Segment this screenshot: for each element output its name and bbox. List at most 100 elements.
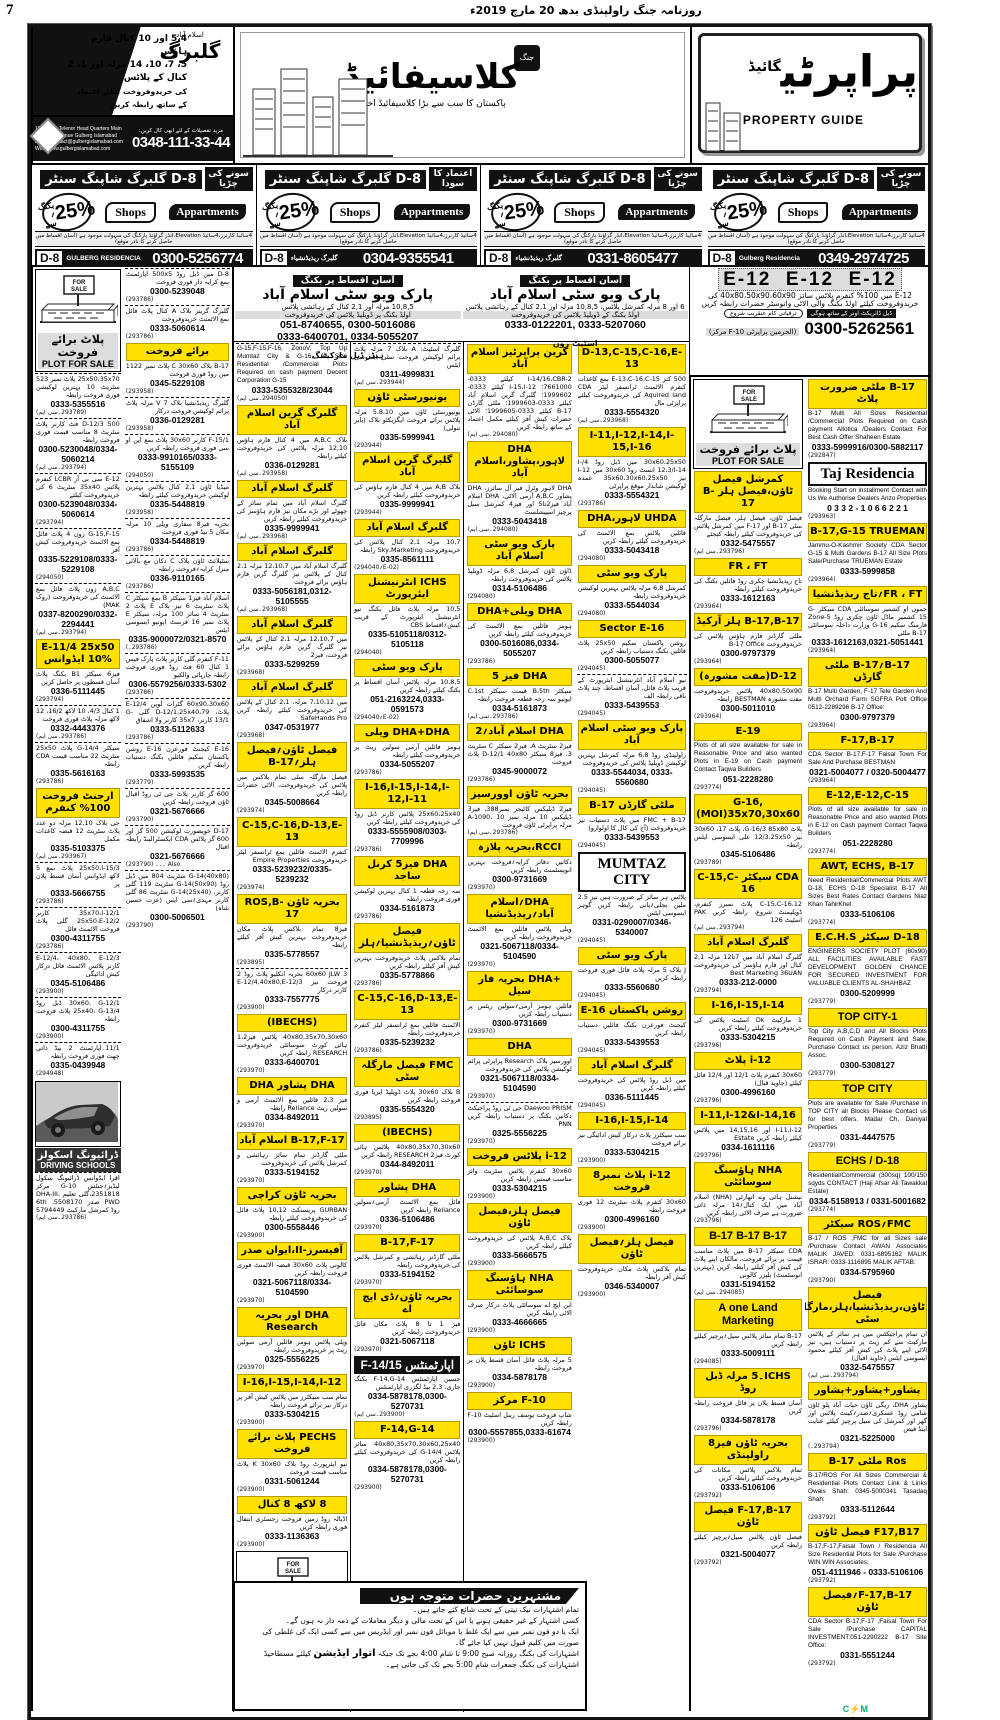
park-view-ads-row: آسان اقساط پر بکنگ پارک ویو سٹی اسلام آب…: [233, 267, 689, 360]
ad-phone: 0333-1136363: [264, 1531, 320, 1541]
ad-phone: 0335-5778557: [264, 949, 320, 959]
ad-header: DHA ویلی+DHA: [467, 603, 572, 621]
park-view-sizes: 6 اور 8 مرلہ کمرشل پلاٹس، 10,8,5 مرلہ او…: [465, 303, 685, 311]
classified-ad: فیصل ٹاؤن؍فیصل ہلز؍B-17 فیصل مارگلہ سٹی ت…: [236, 741, 348, 816]
ad-code: (293786): [36, 943, 64, 950]
ad-body: Jammu-O-Kashmir Society CDA Sector G-15 …: [808, 542, 927, 565]
ad-body: یونیورسٹی ٹاؤن میں 5،8،10 مرلہ پلاٹس برا…: [354, 408, 461, 432]
ad-code: (293786۔): [125, 644, 157, 651]
ad-phone: 0333-5999916/0300-5882117: [811, 442, 924, 452]
d8-gulberg-shopping-centre-ad: سونے کی چڑیا D-8 گلبرگ شاپنگ سنٹر Appart…: [31, 165, 256, 267]
e12-body: E-12 میں 100% کنفرم پلاٹس سائز 40x80،50x…: [701, 291, 919, 308]
ad-body: B-17 تمام سائز پلاٹس سیل؍پرچیز کیلئے راب…: [694, 1332, 802, 1348]
classified-ad: اقرا ایڈوانس ڈرائیونگ سکول لیڈیز؍جنٹس G-…: [35, 1172, 121, 1223]
ad-header: فیصل ہلز،فیصل ٹاؤن: [467, 1203, 572, 1233]
classified-ad: I-16,I-15,I-14 سب سیکٹرز پلاٹ درکار کیش ا…: [577, 1111, 687, 1166]
ad-body: 25x50،I-15/3 پلاٹ بمع 5 لاکھ ایڈوانس آسا…: [36, 864, 120, 888]
ad-phone: 0335-5105118/0312-5105118: [368, 629, 447, 649]
ad-code: (293786۔سی ایم): [36, 1214, 87, 1221]
ad-body: ان تمام پراجیکٹس میں ہر سائز کے پلاٹس ما…: [808, 1330, 927, 1362]
ad-code: (293786): [125, 734, 154, 741]
classified-ad: I-16,I-15,I-14 1 مارکیٹ Dk اسٹیٹ پلاٹس کی…: [693, 996, 803, 1051]
ad-header: I-16,I-15,I-14,I-12: [237, 1374, 348, 1392]
ad-phone: 0300-5239048: [149, 286, 205, 296]
ad-phone: 0333-5304215: [720, 1032, 776, 1042]
shops-label: Shops: [329, 201, 381, 223]
classified-ad: E-12 سی بی آر LCBR کنفرم پلاٹس 35x40 سٹر…: [35, 473, 121, 528]
ad-header: FMC؍ROS سیکٹر: [808, 1216, 927, 1234]
ad-header: E-12,E-12,C-15: [808, 787, 927, 805]
ad-phone: 0321-5676666: [149, 806, 205, 816]
ad-code: (293895): [354, 1114, 382, 1121]
classified-ad: CDA سیکٹر C-15,C-16 12،C-15،C-16 پلاٹ نمب…: [693, 868, 803, 933]
ad-phone: 0333-5666575: [492, 1250, 548, 1260]
classified-ad: فیصل ہلز،فیصل ٹاؤن بلاک A,B,C پلاٹس کی خر…: [466, 1202, 572, 1269]
svg-text:SALE: SALE: [741, 397, 757, 403]
ad-body: بلاک A,B,C پلاٹس کی خریدوفروخت کیلئے راب…: [467, 1234, 572, 1250]
ad-header: TOP CITY-1: [808, 1008, 927, 1027]
car-photo: [36, 1082, 118, 1142]
column-7: FOR SALE پلاٹ برائے فروخت PLOT FOR SALE کم…: [690, 377, 805, 1711]
ad-phone: 0334-5055207: [379, 759, 435, 769]
ad-phone: 051-2163224,0333-0591573: [370, 694, 445, 714]
classified-ad: A one Land Marketing B-17 تمام سائز پلاٹس…: [693, 1298, 803, 1367]
ad-code: (294080): [467, 593, 496, 600]
classified-ad: 600 گز کارنر پلاٹ جی ٹی روڈ اقبال ٹاؤن ف…: [124, 788, 230, 825]
ad-code: (E-02؍294040): [354, 714, 399, 721]
ad-phone: 0300-5308127: [840, 1060, 895, 1070]
ad-phone: 0335-5448819: [149, 499, 205, 509]
ad-header: F-17,B-17؍فیصل ٹاؤن: [808, 1587, 927, 1617]
ad-header: C-15,C-16,D-13,E-13: [354, 990, 461, 1020]
plot-for-sale-english: PLOT FOR SALE: [38, 359, 118, 369]
ad-phone: 0 3 3 2 - 1 0 6 6 2 2 1: [827, 503, 908, 513]
classified-ad: F-15/1 کارنر 30x60 پلاٹ بمع این او سی فو…: [124, 434, 230, 481]
ad-body: فیصل مارگلہ سٹی تمام بلاکس میں پلاٹس کی …: [237, 773, 348, 797]
ad-body: FMC + B-17 میں پلاٹ دستیاب نیز خریدوفروخ…: [577, 816, 686, 832]
park-view-sizes: 10,8,5 مرلہ اور 2,1 کنال کے رہائشی پلاٹس: [281, 303, 414, 311]
classified-ad: FR ، FT؍تاج ریذیڈنشیا جموں او کشمیر سوسائ…: [807, 585, 928, 656]
ad-code: (293970): [467, 961, 496, 968]
ad-header: فیصل ٹاؤن؍ریذیڈنشیا؍ہلز: [354, 923, 461, 953]
d8-title: D-8 گلبرگ شاپنگ سنٹر: [489, 169, 651, 189]
classified-ad: B-17 B-17 B-17 CDA سیکٹر B-17 میں پلاٹ من…: [693, 1226, 803, 1298]
classified-ad: F17,B17 فیصل ٹاؤن B-17,F-17,Faisal Town /…: [807, 1523, 928, 1586]
masthead-band: اسلام آباد گلبرگ 5،4 اور 10 کنال فارم ہا…: [29, 27, 928, 165]
park-view-note: اولڈ بکنگ کے ڈویلپڈ پلاٹس کی خریدوفروخت: [462, 311, 688, 319]
ad-phone: 0334-5158913 / 0331-5001682: [809, 1196, 926, 1206]
ad-phone: 0346-5340007: [604, 1281, 660, 1291]
gulberg-address: 16-A Near Telenor Head Quarters Main Bus…: [35, 126, 122, 139]
ad-body: 10,8,5 مرلہ پلاٹس آسان اقساط پر بکنگ کیل…: [354, 678, 461, 694]
ad-code: (293968۔سی ایم): [237, 606, 288, 613]
classified-ad: 60x90،30x60 گٹرات لوین E-12/4 پلاٹ، D-12…: [124, 698, 230, 743]
discount-circle: 25% بکنگ ؍ سے: [37, 189, 96, 235]
ad-header: B-17,F-17: [354, 1234, 461, 1252]
ad-header: CDA سیکٹر C-15,C-16: [694, 869, 802, 899]
ad-header: پارک ویو سٹی: [354, 659, 461, 677]
ad-phone: 0333-5993535: [149, 769, 205, 779]
ad-body: 40x80,35x70,30x60 پلاٹس ہائی کورٹ فیز2 R…: [354, 1143, 461, 1159]
e12-plots-ad: E-12 E-12 E-12 E-12 میں 100% کنفرم پلاٹس…: [690, 267, 930, 377]
ad-code: (293794): [36, 696, 64, 703]
ad-code: (293970): [467, 1093, 496, 1100]
ad-header: گلبرگ اسلام آباد: [237, 543, 348, 561]
ad-phone: 0333-1612163: [720, 593, 776, 603]
ad-body: کنفرم الاٹمنٹ فائلیں بمع ٹرانسفر لیٹر خر…: [237, 848, 348, 864]
ad-header: پارک ویو سٹی: [577, 947, 686, 965]
ad-code: (293970): [467, 1028, 496, 1035]
ad-body: CDA Sector B-17,F-17 Faisal Town For Sal…: [808, 751, 927, 766]
gulberg-masthead-ad: اسلام آباد گلبرگ 5،4 اور 10 کنال فارم ہا…: [29, 27, 235, 163]
ad-body: میڈیا ٹاؤن 2,1 کنال پلاٹس بہترین لوکیشن …: [125, 483, 230, 499]
classified-ad: FMC؍ROS سیکٹر B-17 / ROS ,FMC for all Siz…: [807, 1215, 928, 1286]
ad-code: (293774): [808, 848, 836, 855]
classified-ad: I-16,I-15,I-14,I-12 تمام سب سیکٹرز میں پل…: [236, 1373, 348, 1428]
classified-ad: گلبرگ اسلام آباد مین ڈبل روڈ پلاٹس کی خری…: [577, 1056, 687, 1111]
ad-phone: 0345-5106486: [720, 849, 776, 859]
classified-ad: UHDA لاہور،DHA فائلیں پلاٹس بمع الاٹمنٹ ک…: [577, 509, 687, 564]
classified-ad: گرین پراپرٹیز اسلام آباد I-14/16،CBR-2 کی…: [466, 343, 572, 440]
ad-header: 8 لاکھ 8 کنال: [237, 1496, 348, 1514]
ad-body: روشن پاکستان سکیم 25x50 پلاٹ فائلیں بکنگ…: [577, 639, 686, 655]
ad-code: (293970): [237, 1122, 265, 1129]
e12-phone: 0300-5262561: [804, 319, 915, 338]
ad-body: تاج ریذیڈنشیا چکری روڈ فائلیں بکنگ کی خر…: [694, 577, 802, 593]
ad-header: (IBECHS): [237, 1014, 348, 1032]
